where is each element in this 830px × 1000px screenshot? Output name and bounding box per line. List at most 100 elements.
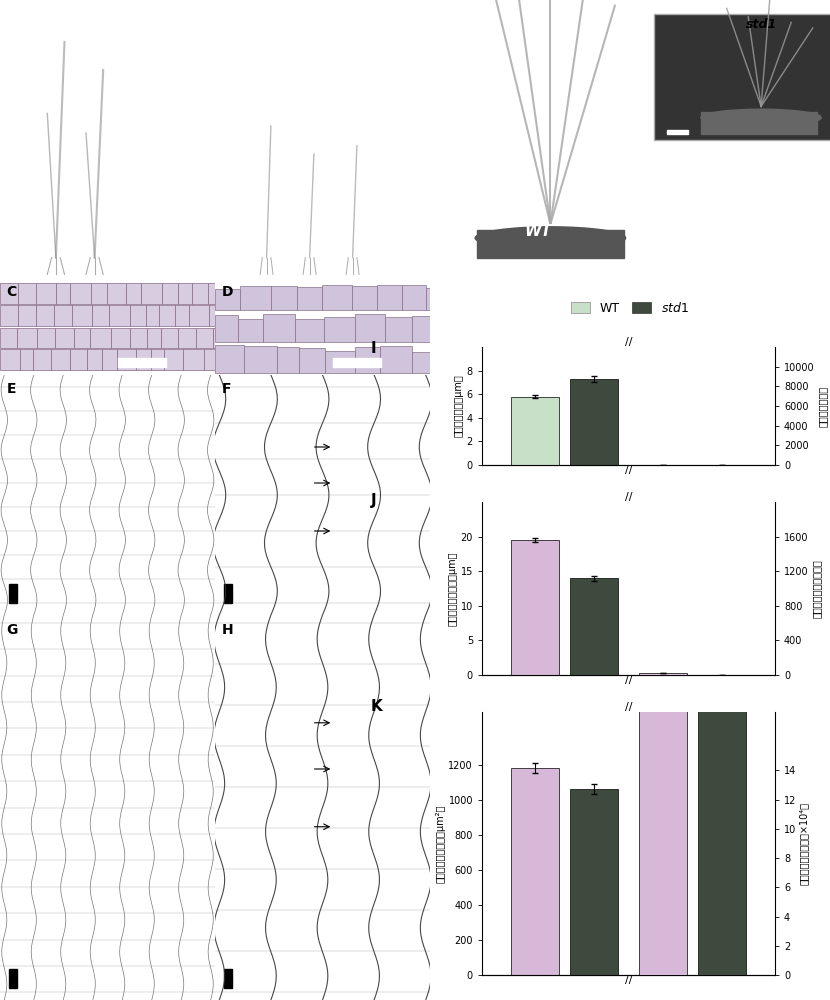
- Text: //: //: [625, 675, 632, 685]
- Bar: [639, 673, 687, 675]
- Text: WT: WT: [524, 224, 551, 239]
- Bar: [666, 130, 688, 134]
- Bar: [145, 305, 159, 326]
- Text: C: C: [7, 285, 17, 299]
- Bar: [208, 283, 222, 304]
- Ellipse shape: [701, 109, 822, 126]
- Y-axis label: 根部细胞长度（μm）: 根部细胞长度（μm）: [454, 375, 464, 437]
- Text: I: I: [371, 341, 376, 356]
- Bar: [196, 328, 213, 348]
- Bar: [183, 349, 204, 370]
- Text: A: A: [13, 8, 26, 26]
- Bar: [8, 584, 17, 603]
- Bar: [54, 305, 72, 326]
- Ellipse shape: [475, 227, 626, 249]
- Bar: [13, 253, 26, 258]
- Text: F: F: [222, 382, 231, 396]
- Bar: [130, 305, 145, 326]
- Bar: [102, 349, 117, 370]
- Bar: [0, 305, 18, 326]
- Bar: [175, 305, 188, 326]
- Text: H: H: [222, 623, 233, 637]
- Bar: [208, 305, 222, 326]
- Bar: [511, 768, 559, 975]
- Bar: [213, 328, 230, 348]
- Text: G: G: [7, 623, 17, 637]
- Bar: [355, 347, 380, 373]
- Bar: [385, 317, 413, 342]
- Bar: [118, 358, 165, 367]
- Text: //: //: [625, 337, 632, 347]
- Bar: [352, 286, 378, 310]
- Bar: [299, 348, 325, 373]
- Bar: [240, 286, 271, 310]
- Bar: [215, 289, 240, 310]
- Legend: WT, $\it{std1}$: WT, $\it{std1}$: [566, 296, 694, 320]
- Bar: [141, 283, 162, 304]
- Y-axis label: 叶片表皮细胞面积（μm²）: 叶片表皮细胞面积（μm²）: [436, 804, 446, 883]
- Text: D: D: [222, 285, 233, 299]
- Bar: [126, 283, 141, 304]
- Bar: [570, 578, 618, 675]
- Bar: [192, 283, 208, 304]
- Bar: [621, 502, 637, 675]
- Bar: [129, 328, 147, 348]
- Bar: [0, 328, 17, 348]
- Text: E: E: [7, 382, 16, 396]
- Bar: [87, 349, 102, 370]
- Y-axis label: 叶鞘表皮细胞纵向数目: 叶鞘表皮细胞纵向数目: [812, 559, 822, 618]
- Bar: [477, 230, 623, 258]
- Bar: [0, 283, 18, 304]
- Bar: [56, 283, 71, 304]
- Bar: [621, 347, 637, 465]
- Bar: [37, 328, 56, 348]
- Text: WT: WT: [81, 2, 108, 17]
- Bar: [75, 328, 90, 348]
- Bar: [18, 283, 36, 304]
- Bar: [378, 285, 402, 310]
- Text: //: //: [625, 492, 632, 502]
- Bar: [36, 305, 54, 326]
- Text: //: //: [625, 702, 632, 712]
- Bar: [0, 349, 20, 370]
- Text: //: //: [625, 975, 632, 985]
- Bar: [325, 351, 355, 373]
- Bar: [447, 204, 456, 218]
- Bar: [223, 584, 232, 603]
- Bar: [178, 328, 196, 348]
- Bar: [413, 316, 442, 342]
- Bar: [20, 349, 32, 370]
- Bar: [159, 305, 175, 326]
- Y-axis label: 根纵向细胞数目: 根纵向细胞数目: [818, 385, 828, 427]
- Bar: [322, 285, 352, 310]
- Bar: [511, 397, 559, 465]
- Bar: [110, 305, 130, 326]
- Text: std1: std1: [745, 18, 777, 31]
- Bar: [244, 346, 277, 373]
- FancyBboxPatch shape: [653, 14, 830, 140]
- Bar: [324, 317, 355, 342]
- Text: B: B: [443, 8, 456, 26]
- Bar: [162, 283, 178, 304]
- Bar: [698, 0, 745, 975]
- Bar: [71, 283, 90, 304]
- Bar: [188, 305, 208, 326]
- Text: //: //: [625, 465, 632, 475]
- Bar: [51, 349, 71, 370]
- Y-axis label: 叶鞘表皮细胞长度（μm）: 叶鞘表皮细胞长度（μm）: [448, 551, 458, 626]
- Bar: [72, 305, 92, 326]
- Bar: [215, 345, 244, 373]
- Bar: [701, 112, 817, 134]
- Bar: [204, 349, 217, 370]
- Bar: [621, 712, 637, 975]
- Bar: [223, 969, 232, 988]
- Bar: [271, 286, 297, 310]
- Bar: [136, 349, 151, 370]
- Bar: [215, 315, 238, 342]
- Bar: [161, 328, 178, 348]
- Bar: [164, 349, 183, 370]
- Bar: [178, 283, 192, 304]
- Bar: [147, 328, 161, 348]
- Bar: [32, 349, 51, 370]
- Bar: [71, 349, 87, 370]
